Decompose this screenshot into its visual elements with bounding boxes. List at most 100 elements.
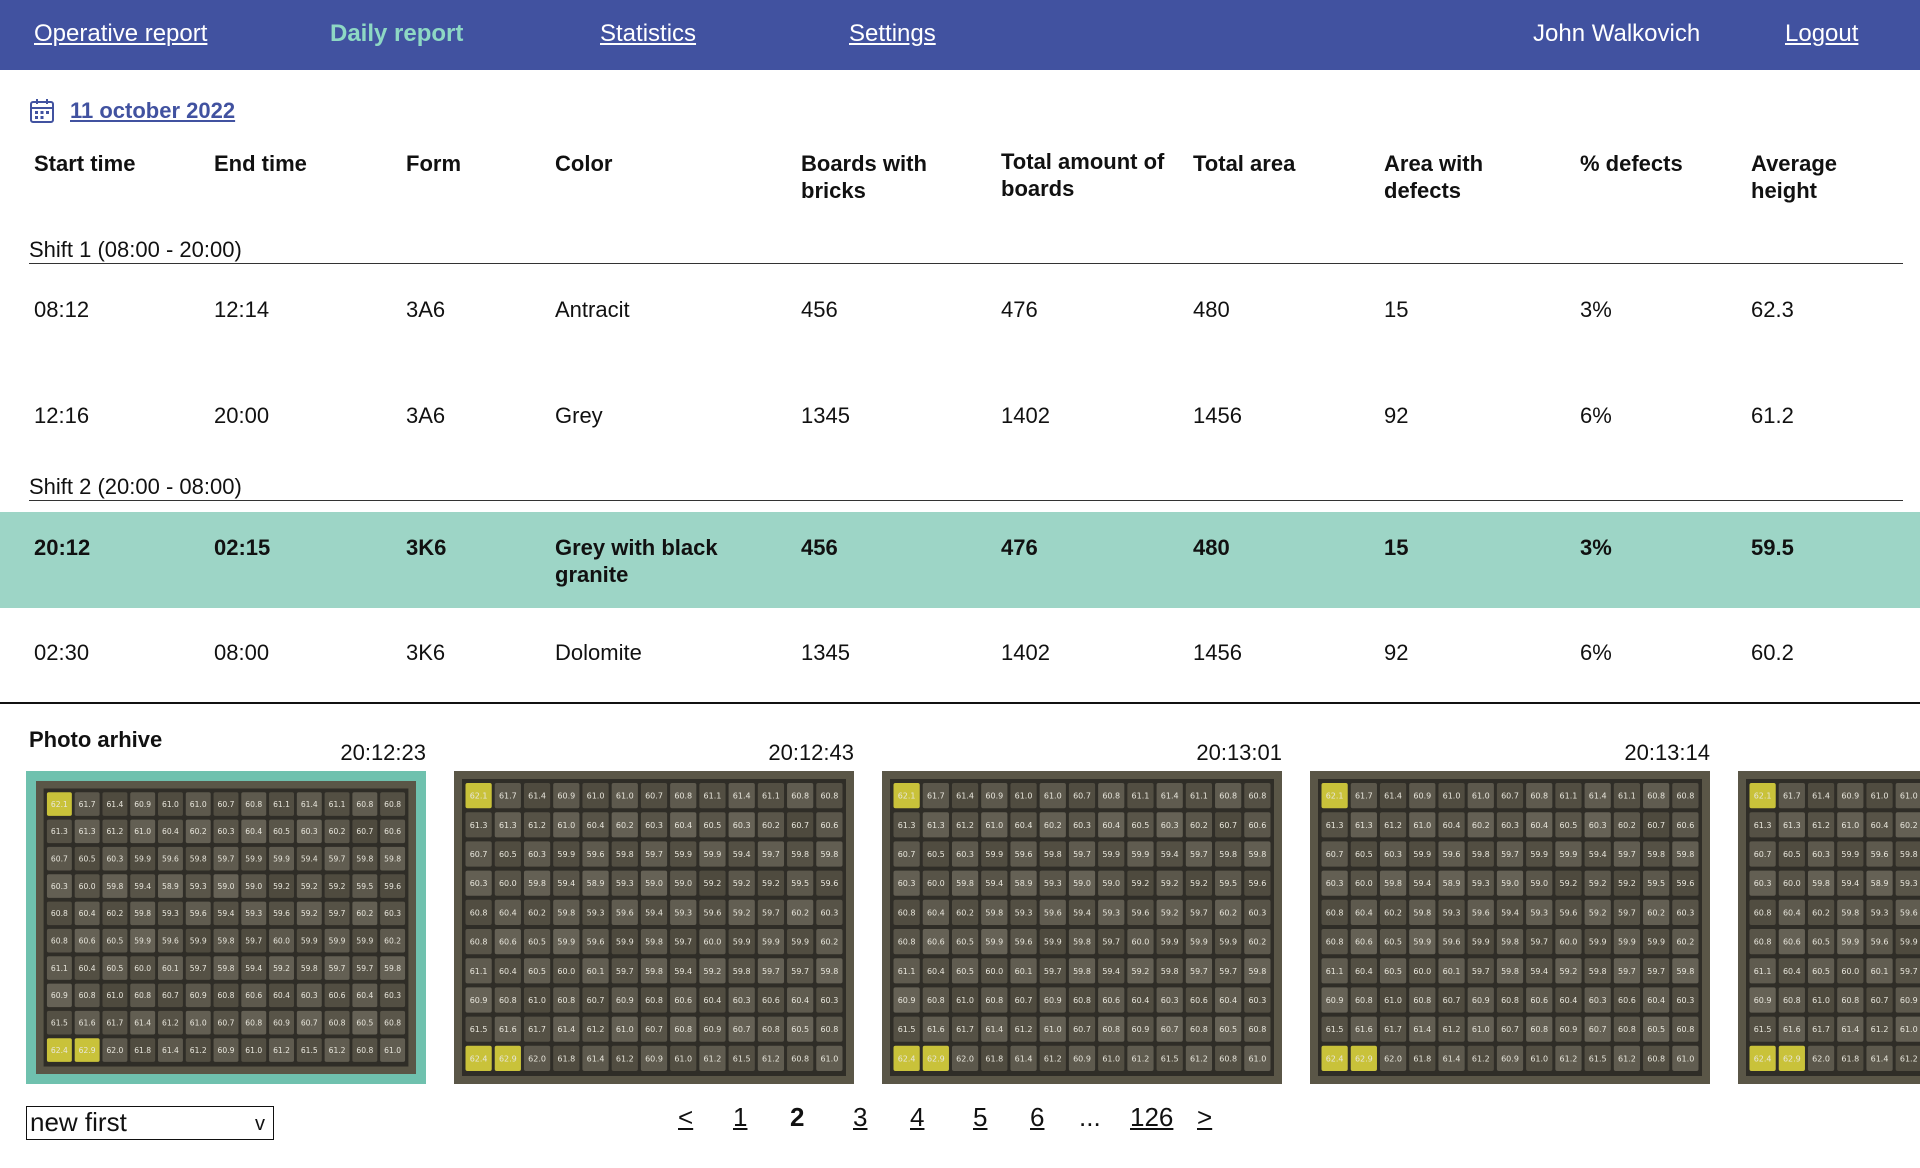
- pagination-page-1[interactable]: 1: [733, 1102, 748, 1132]
- brick: [1613, 841, 1641, 867]
- brick-height-label: 59.7: [1530, 938, 1548, 947]
- brick: [1555, 958, 1582, 984]
- brick: [324, 928, 350, 953]
- brick: [1555, 812, 1582, 838]
- brick-height-label: 60.3: [1676, 996, 1694, 1005]
- brick: [102, 792, 128, 816]
- sort-order-select[interactable]: new first v: [26, 1106, 274, 1140]
- table-row[interactable]: 12:16 20:00 3A6 Grey 1345 1402 1456 92 6…: [0, 396, 1920, 436]
- brick-height-label: 60.0: [1841, 967, 1859, 976]
- brick: [1643, 1045, 1670, 1071]
- brick: [1321, 870, 1348, 896]
- photo-thumbnail-selected[interactable]: 62.1 61.7 61.4 60.9 61.0 61.0 60.7 60.8 61.1 61.4…: [26, 771, 426, 1084]
- brick: [816, 812, 843, 838]
- brick-height-label: 61.5: [1589, 1054, 1607, 1063]
- brick-height-label: 60.3: [470, 879, 488, 888]
- nav-statistics[interactable]: Statistics: [600, 20, 697, 47]
- pagination-page-4[interactable]: 4: [910, 1102, 925, 1132]
- table-row[interactable]: 02:30 08:00 3K6 Dolomite 1345 1402 1456 …: [0, 633, 1920, 673]
- brick: [1807, 958, 1835, 984]
- brick-height-label: 59.2: [1589, 908, 1607, 917]
- brick-height-label: 60.7: [1219, 821, 1237, 830]
- brick: [74, 901, 100, 926]
- brick-height-label: 59.3: [1871, 908, 1889, 917]
- brick: [352, 1010, 378, 1035]
- brick: [1185, 987, 1213, 1013]
- brick-height-label: 62.9: [79, 1046, 96, 1055]
- brick: [1643, 1016, 1670, 1042]
- brick: [922, 1045, 949, 1071]
- cell-color: Dolomite: [555, 640, 642, 665]
- brick: [1098, 958, 1125, 984]
- brick-height-label: 60.6: [245, 991, 262, 1000]
- brick-height-label: 60.4: [162, 827, 179, 836]
- brick: [1555, 1016, 1582, 1042]
- nav-daily-report[interactable]: Daily report: [330, 20, 464, 47]
- date-selector[interactable]: 11 october 2022: [29, 96, 235, 126]
- header-end-time: End time: [214, 151, 307, 176]
- photo-thumbnail[interactable]: 62.1 61.7 61.4 60.9 61.0 61.0 60.7 60.8 61.1 61.4…: [1310, 771, 1710, 1084]
- brick-height-label: 60.3: [645, 821, 663, 830]
- brick-height-label: 59.7: [356, 964, 373, 973]
- brick-height-label: 61.5: [898, 1025, 916, 1034]
- brick-height-label: 61.0: [674, 1054, 692, 1063]
- brick: [1749, 958, 1776, 984]
- brick-height-label: 61.2: [273, 1046, 290, 1055]
- brick: [465, 870, 492, 896]
- nav-operative-report[interactable]: Operative report: [34, 20, 208, 47]
- brick: [1467, 870, 1494, 896]
- brick-height-label: 60.9: [704, 1025, 722, 1034]
- photo-thumbnail[interactable]: 62.1 61.7 61.4 60.9 61.0 61.0 60.7 60.8 61.1 61.4…: [454, 771, 854, 1084]
- brick-height-label: 61.8: [557, 1054, 575, 1063]
- photo-thumbnail[interactable]: 62.1 61.7 61.4 60.9 61.0 61.0 60.7 60.8 61.1 61.4…: [882, 771, 1282, 1084]
- brick: [1837, 1045, 1864, 1071]
- brick-height-label: 59.7: [329, 964, 346, 973]
- brick: [670, 841, 697, 867]
- brick: [699, 783, 726, 809]
- brick-height-label: 61.4: [301, 800, 318, 809]
- brick-height-label: 61.2: [528, 821, 546, 830]
- cell-form: 3A6: [406, 403, 446, 428]
- calendar-icon[interactable]: [29, 98, 55, 124]
- date-link[interactable]: 11 october 2022: [70, 98, 236, 123]
- brick-height-label: 60.5: [1132, 821, 1150, 830]
- brick: [1749, 841, 1776, 867]
- brick: [1010, 1016, 1037, 1042]
- brick-height-label: 59.9: [301, 937, 318, 946]
- brick: [1749, 1016, 1776, 1042]
- brick-height-label: 60.4: [245, 827, 262, 836]
- brick-height-label: 60.9: [190, 991, 207, 1000]
- logout-link[interactable]: Logout: [1785, 20, 1859, 47]
- brick-height-label: 59.3: [190, 882, 207, 891]
- pagination-prev[interactable]: <: [678, 1102, 694, 1132]
- pagination-page-6[interactable]: 6: [1030, 1102, 1045, 1132]
- brick: [728, 987, 755, 1013]
- brick: [1409, 812, 1436, 838]
- brick: [494, 987, 521, 1013]
- pagination-page-5[interactable]: 5: [973, 1102, 988, 1132]
- brick: [523, 1016, 551, 1042]
- brick-height-label: 60.4: [1443, 821, 1461, 830]
- brick: [1350, 987, 1377, 1013]
- brick: [1438, 958, 1465, 984]
- brick: [1778, 987, 1805, 1013]
- nav-settings[interactable]: Settings: [849, 20, 936, 47]
- brick-height-label: 60.8: [1754, 938, 1772, 947]
- table-row[interactable]: 08:12 12:14 3A6 Antracit 456 476 480 15 …: [0, 290, 1920, 330]
- brick-height-label: 60.3: [733, 821, 751, 830]
- cell-pct-defects: 6%: [1580, 403, 1612, 428]
- brick: [816, 899, 843, 925]
- brick-height-label: 61.0: [557, 821, 575, 830]
- brick-height-label: 60.2: [528, 908, 546, 917]
- photo-thumbnail-partial[interactable]: 62.1 61.7 61.4 60.9 61.0 61.0 60.7 60.8 61.1 61.4…: [1738, 771, 1920, 1084]
- pagination-page-last[interactable]: 126: [1130, 1102, 1174, 1132]
- pagination-page-3[interactable]: 3: [853, 1102, 868, 1132]
- table-row-selected[interactable]: 20:12 02:15 3K6 Grey with black granite …: [0, 512, 1920, 608]
- brick: [352, 956, 378, 980]
- brick-height-label: 61.5: [733, 1054, 751, 1063]
- brick-height-label: 61.4: [985, 1025, 1003, 1034]
- brick: [728, 899, 755, 925]
- pagination-next[interactable]: >: [1197, 1102, 1213, 1132]
- brick: [1749, 987, 1776, 1013]
- brick-height-label: 60.8: [1501, 996, 1519, 1005]
